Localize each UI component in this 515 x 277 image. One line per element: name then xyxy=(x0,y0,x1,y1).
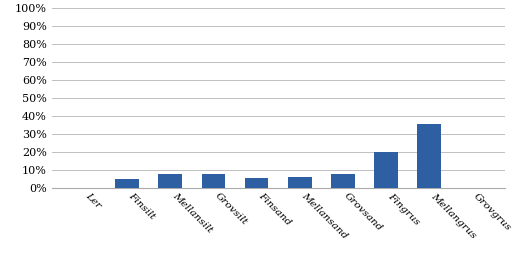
Bar xyxy=(374,152,398,188)
Bar xyxy=(159,174,182,188)
Bar xyxy=(201,174,225,188)
Bar xyxy=(417,124,441,188)
Bar xyxy=(331,174,355,188)
Bar xyxy=(288,177,312,188)
Bar xyxy=(115,179,139,188)
Bar xyxy=(245,178,268,188)
